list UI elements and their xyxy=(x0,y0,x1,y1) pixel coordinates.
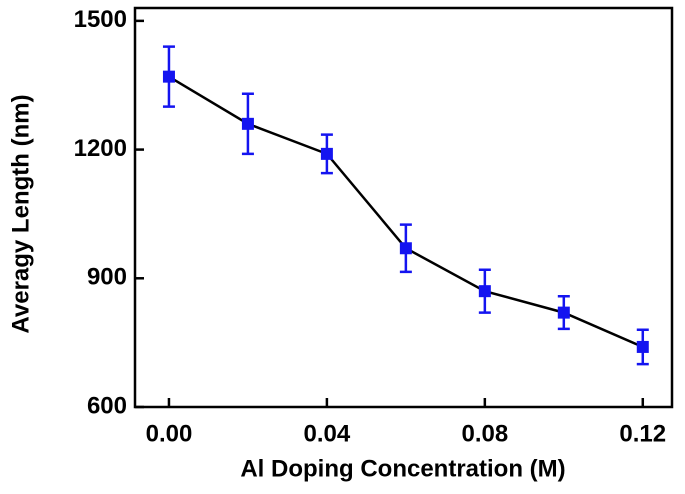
marker xyxy=(478,285,491,298)
x-tick-label: 0.08 xyxy=(461,420,508,447)
y-tick-label: 1500 xyxy=(74,6,127,33)
x-tick-label: 0.12 xyxy=(619,420,666,447)
marker xyxy=(557,306,570,319)
marker xyxy=(162,70,175,83)
x-tick-label: 0.04 xyxy=(304,420,351,447)
y-tick-label: 900 xyxy=(87,264,127,291)
plot-frame xyxy=(133,6,674,409)
series-line xyxy=(168,75,644,349)
marker xyxy=(320,147,333,160)
x-tick-label: 0.00 xyxy=(146,420,193,447)
x-axis-label: Al Doping Concentration (M) xyxy=(240,455,565,482)
y-tick-label: 600 xyxy=(87,392,127,419)
y-tick-label: 1200 xyxy=(74,135,127,162)
marker xyxy=(399,242,412,255)
marker xyxy=(636,340,649,353)
marker xyxy=(241,117,254,130)
y-axis-label: Averagy Length (nm) xyxy=(7,94,34,333)
